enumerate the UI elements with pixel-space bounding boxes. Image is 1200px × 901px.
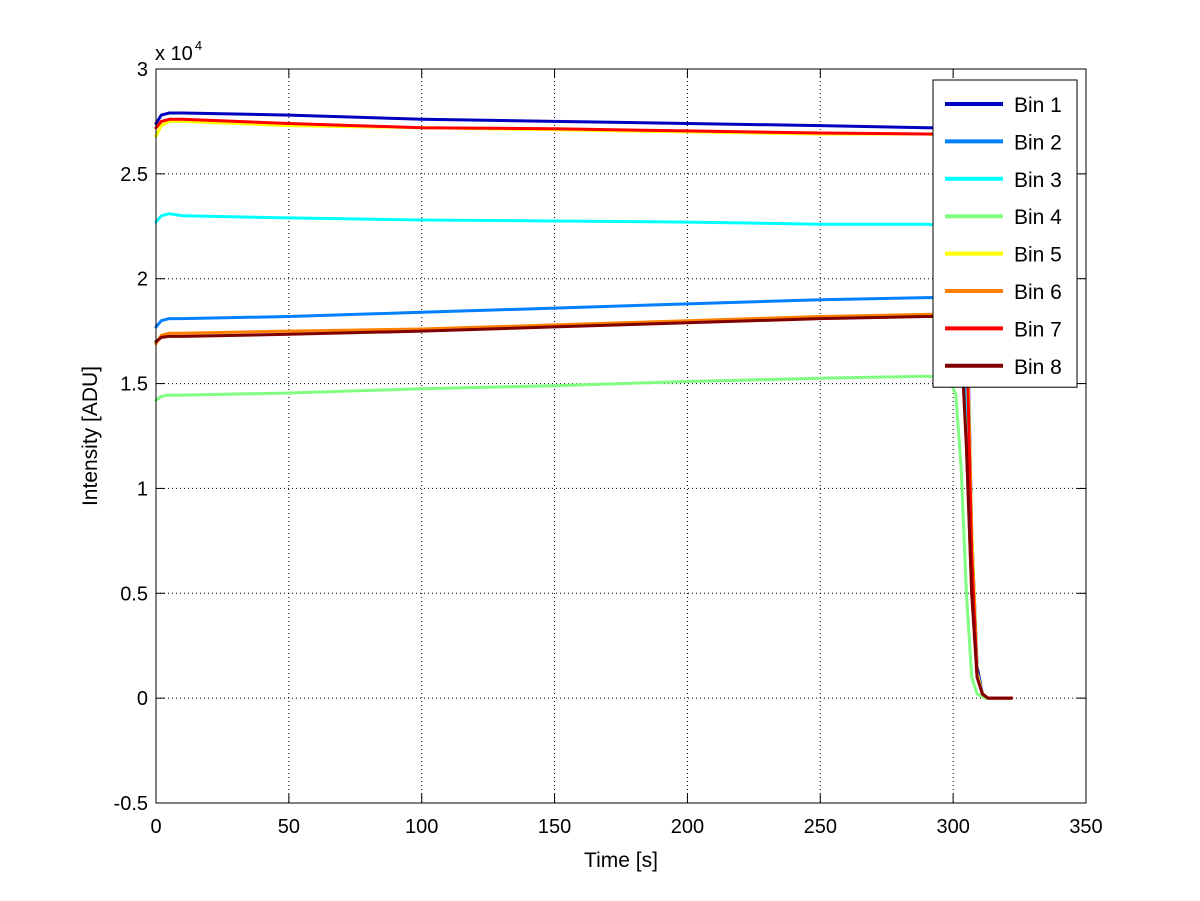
x-axis-title: Time [s] [584,849,658,872]
x-tick-label: 300 [936,816,969,838]
legend-label: Bin 4 [1014,206,1062,229]
y-tick-label: 2.5 [120,164,148,186]
plot-area [156,69,1086,803]
x-tick-label: 150 [538,816,571,838]
y-tick-label: -0.5 [114,793,148,815]
legend-item-bin-6: Bin 6 [945,281,1062,304]
y-tick-label: 1 [137,478,148,500]
x-tick-label: 50 [278,816,300,838]
y-axis-title: Intensity [ADU] [79,366,102,506]
y-tick-label: 3 [137,59,148,81]
plot-frame [155,68,1087,804]
legend-label: Bin 1 [1014,94,1062,117]
x-tick-label: 0 [150,816,161,838]
series-line-bin-4 [154,374,1014,700]
legend-label: Bin 2 [1014,131,1062,154]
axis-ticks [155,68,1087,804]
legend-item-bin-1: Bin 1 [945,94,1062,117]
legend-box [932,79,1078,388]
x-tick-label: 200 [671,816,704,838]
y-tick-label: 0 [137,688,148,710]
legend-label: Bin 3 [1014,169,1062,192]
legend-label: Bin 7 [1014,318,1062,341]
series-line-bin-8 [154,315,1014,700]
legend: Bin 1 Bin 2 Bin 3 Bin 4 Bin 5 Bin 6 Bin 7 Bin 8 [932,79,1078,388]
x-tick-label: 100 [405,816,438,838]
legend-label: Bin 8 [1014,356,1062,379]
legend-label: Bin 5 [1014,244,1062,267]
legend-item-bin-8: Bin 8 [945,356,1062,379]
y-multiplier-label: x 10 4 [155,38,202,65]
x-tick-label: 250 [804,816,837,838]
legend-item-bin-3: Bin 3 [945,169,1062,192]
y-tick-label: 0.5 [120,583,148,605]
y-tick-label: 2 [137,269,148,291]
y-tick-label: 1.5 [120,374,148,396]
legend-item-bin-5: Bin 5 [945,244,1062,267]
legend-item-bin-2: Bin 2 [945,131,1062,154]
y-multiplier-base: x 10 [155,43,193,65]
legend-item-bin-4: Bin 4 [945,206,1062,229]
legend-label: Bin 6 [1014,281,1062,304]
x-tick-label: 350 [1069,816,1102,838]
y-multiplier-exponent: 4 [195,38,202,53]
tick-labels: 0 50 100 150 200 250 300 350-0.500.511.522.53 [114,59,1103,838]
legend-item-bin-7: Bin 7 [945,318,1062,341]
series-lines [154,111,1014,700]
